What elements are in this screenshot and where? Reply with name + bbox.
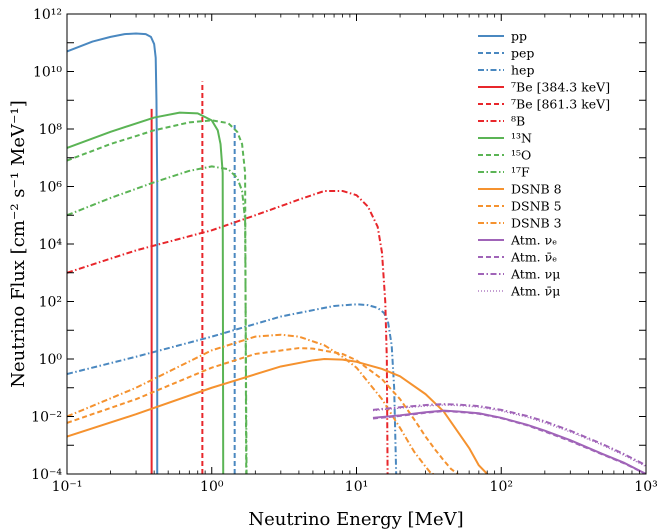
legend-label: Atm. ν̄μ	[510, 284, 560, 299]
legend-label: DSNB 8	[511, 182, 562, 197]
legend-label: ⁷Be [861.3 keV]	[511, 97, 610, 112]
series-line-5	[67, 189, 389, 474]
y-tick-label: 10⁻⁴	[31, 467, 62, 483]
x-axis-title: Neutrino Energy [MeV]	[248, 509, 463, 530]
x-tick-label: 10⁻¹	[52, 479, 83, 495]
legend-label: ¹⁷F	[511, 165, 530, 180]
labels-layer: 10⁻¹ 10⁰ 10¹ 10² 10³ 10⁻⁴ 10⁻² 10⁰ 10² 10⁴ 10⁶ 10⁸ 1…	[31, 7, 658, 495]
series-line-14	[372, 403, 646, 467]
y-tick-label: 10⁻²	[31, 410, 62, 426]
legend-label: Atm. νₑ	[510, 233, 557, 248]
legend-label: DSNB 3	[511, 216, 562, 231]
series-line-13	[372, 410, 646, 474]
x-tick-label: 10³	[634, 479, 657, 495]
legend-label: ¹³N	[511, 131, 532, 146]
y-tick-label: 10⁶	[39, 180, 63, 196]
plot-frame	[66, 13, 647, 475]
legend-label: Atm. ν̄ₑ	[510, 250, 557, 265]
legend-label: ⁷Be [384.3 keV]	[511, 80, 610, 95]
series-line-2	[67, 303, 398, 474]
series-layer	[67, 32, 646, 474]
x-tick-label: 10²	[490, 479, 513, 495]
legend-label: pp	[511, 29, 527, 44]
y-tick-label: 10⁸	[39, 122, 63, 138]
series-line-9	[67, 358, 488, 474]
legend: pp pep hep ⁷Be [384.3 keV] ⁷Be [861.3 keV] ⁸B…	[478, 29, 610, 299]
series-line-10	[67, 347, 459, 474]
legend-label: hep	[511, 63, 534, 78]
series-line-0	[67, 32, 159, 474]
series-line-6	[67, 111, 225, 474]
y-tick-label: 10¹⁰	[33, 65, 62, 81]
legend-label: ⁸B	[511, 114, 525, 129]
legend-label: pep	[511, 46, 534, 61]
y-axis-title: Neutrino Flux [cm⁻² s⁻¹ MeV⁻¹]	[8, 100, 29, 388]
x-tick-label: 10¹	[345, 479, 368, 495]
y-tick-label: 10⁰	[39, 352, 63, 368]
y-tick-label: 10¹²	[33, 7, 62, 23]
legend-label: ¹⁵O	[511, 148, 531, 163]
y-tick-label: 10²	[39, 295, 62, 311]
series-line-11	[67, 333, 436, 474]
legend-label: DSNB 5	[511, 199, 562, 214]
y-tick-label: 10⁴	[39, 237, 63, 253]
legend-label: Atm. νμ	[510, 267, 560, 282]
x-tick-label: 10⁰	[200, 479, 224, 495]
